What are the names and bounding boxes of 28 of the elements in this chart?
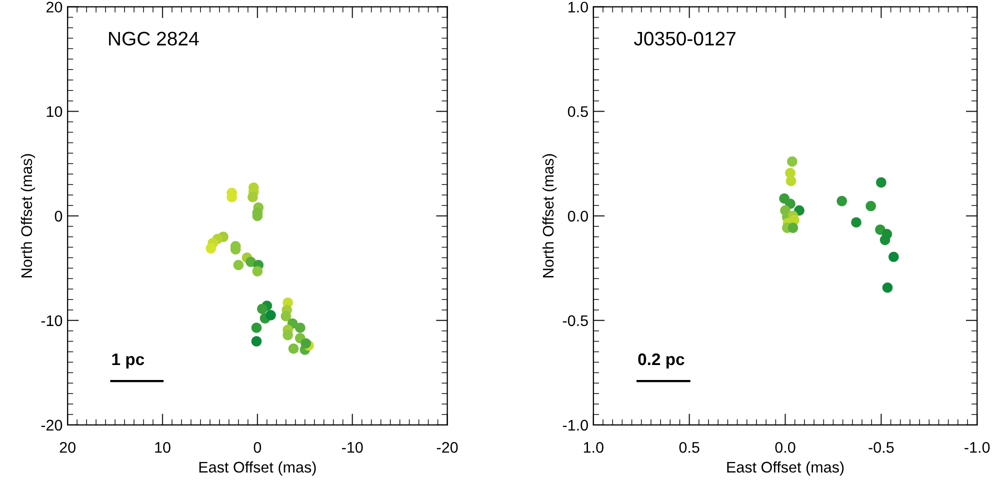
x-tick-label: 0.5 (679, 442, 700, 453)
x-tick-label: -10 (342, 442, 363, 453)
y-axis-title: North Offset (mas) (20, 154, 36, 278)
x-axis-title: East Offset (mas) (727, 461, 844, 476)
x-tick-label: -0.5 (868, 442, 894, 453)
y-tick-label: 0 (54, 210, 62, 222)
annotation: 0.2 pc (638, 353, 684, 368)
x-tick-label: 20 (60, 442, 76, 453)
y-tick-label: 1.0 (568, 2, 588, 13)
x-axis-title: East Offset (mas) (199, 461, 316, 476)
x-tick-label: 0.0 (775, 442, 796, 453)
x-tick-label: -20 (436, 442, 458, 453)
x-tick-label: 1.0 (584, 442, 604, 453)
y-tick-label: 0.5 (568, 106, 588, 118)
y-tick-label: 20 (46, 2, 62, 13)
x-tick-label: 10 (155, 442, 170, 453)
annotation: 1 pc (112, 354, 144, 368)
text: NGC 2824 (109, 32, 199, 46)
y-tick-label: 0.0 (568, 210, 588, 222)
y-tick-label: 10 (46, 106, 62, 118)
x-tick-label: 0 (254, 442, 262, 453)
y-tick-label: -0.5 (562, 315, 588, 326)
y-axis-title: North Offset (mas) (542, 154, 557, 278)
text: J0350-0127 (634, 32, 736, 46)
x-tick-label: -1.0 (964, 442, 990, 453)
y-tick-label: -1.0 (562, 420, 588, 431)
y-tick-label: -10 (41, 315, 62, 326)
y-tick-label: -20 (41, 420, 62, 431)
